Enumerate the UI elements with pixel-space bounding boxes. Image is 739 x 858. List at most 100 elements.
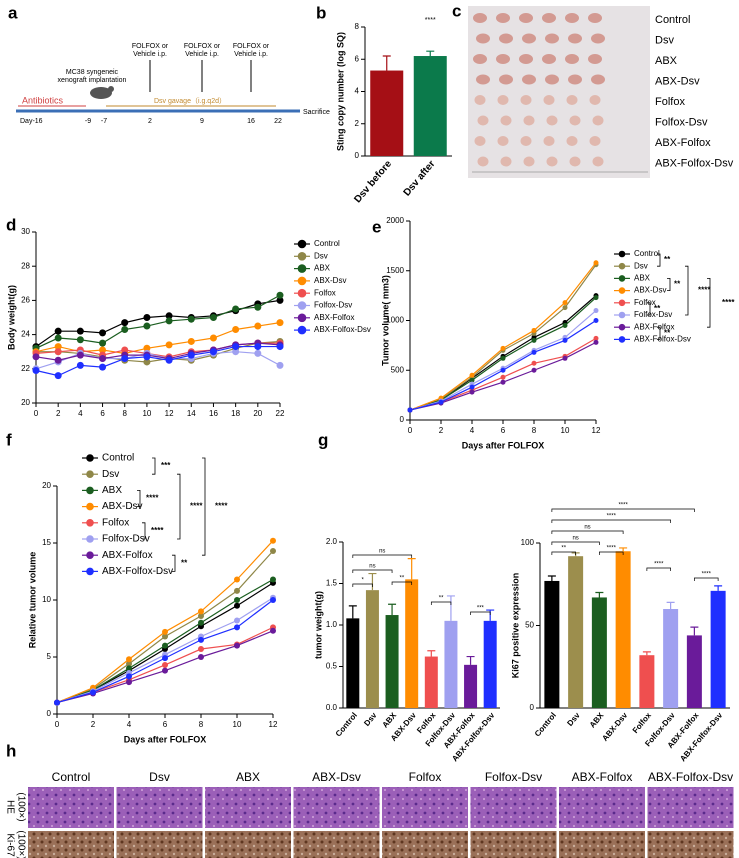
x-tick-label: Dsv	[362, 710, 379, 727]
legend-marker	[86, 454, 94, 462]
bracket	[647, 302, 651, 316]
photo-row-label: ABX-Folfox	[655, 137, 711, 149]
series-line	[35, 342, 281, 361]
x-tick-label: 10	[233, 720, 242, 729]
treatment-label: FOLFOX or	[233, 43, 270, 50]
bracket	[152, 457, 156, 475]
marker	[99, 346, 107, 354]
day-label: 9	[200, 118, 204, 125]
error-bar	[407, 558, 416, 580]
ki67-image	[205, 831, 291, 858]
marker	[165, 312, 173, 320]
marker	[54, 699, 60, 706]
bar	[663, 609, 679, 708]
bracket	[202, 457, 206, 556]
marker	[500, 355, 506, 361]
tumor	[592, 115, 604, 126]
significance: **	[561, 546, 566, 552]
y-axis-label: Tumor volume( mm3)	[380, 275, 390, 366]
bracket	[137, 490, 141, 507]
marker	[234, 597, 240, 603]
error-bar	[382, 55, 391, 71]
legend-label: Folfox	[102, 517, 129, 528]
bracket	[551, 519, 671, 523]
marker	[531, 337, 537, 343]
marker	[234, 587, 240, 594]
series-line	[36, 340, 281, 363]
bracket	[430, 601, 452, 605]
bar	[385, 615, 399, 708]
marker	[254, 343, 262, 351]
he-image	[382, 787, 468, 828]
series-line	[409, 319, 597, 411]
significance: ****	[215, 502, 228, 511]
marker	[187, 315, 195, 323]
x-tick-label: 8	[532, 426, 537, 435]
y-tick-label: 8	[355, 22, 360, 31]
marker	[270, 537, 276, 544]
significance: ****	[425, 17, 436, 24]
marker	[254, 322, 262, 330]
legend-label: ABX	[634, 274, 651, 283]
tumor	[500, 115, 512, 126]
x-tick-label: 2	[56, 409, 61, 418]
marker	[165, 341, 173, 349]
legend-label: Dsv	[314, 251, 328, 260]
error-bar	[427, 650, 436, 657]
marker	[500, 345, 506, 351]
significance: ns	[572, 536, 578, 542]
series-line	[409, 262, 597, 411]
panel-label: g	[318, 430, 328, 449]
column-label: ABX-Folfox-Dsv	[648, 770, 733, 784]
y-axis-label: Sting copy number (log SQ)	[335, 32, 345, 151]
x-tick-label: 0	[408, 426, 413, 435]
bracket	[172, 554, 176, 572]
marker	[99, 339, 107, 347]
marker	[54, 334, 62, 342]
marker	[54, 327, 62, 335]
panel-label: b	[316, 3, 326, 22]
photo-row-label: ABX	[655, 55, 678, 67]
x-tick-label: 2	[439, 426, 444, 435]
ki67-image	[116, 831, 203, 858]
marker	[162, 661, 168, 668]
y-tick-label: 0.0	[326, 703, 338, 712]
series-line	[35, 342, 280, 358]
marker	[593, 318, 599, 323]
y-tick-label: 0	[400, 415, 405, 424]
x-tick-label: 10	[142, 409, 151, 418]
marker	[54, 356, 62, 364]
y-tick-label: 2.0	[326, 537, 338, 546]
marker	[531, 349, 537, 355]
legend-marker	[297, 288, 307, 298]
tumor	[566, 95, 578, 105]
x-tick-label: 22	[276, 409, 285, 418]
column-label: Folfox-Dsv	[485, 770, 542, 784]
marker	[54, 372, 62, 380]
he-image	[293, 787, 380, 828]
legend-label: Dsv	[634, 261, 648, 270]
bracket	[551, 508, 695, 512]
marker	[270, 547, 276, 554]
ki67-image	[647, 831, 734, 858]
bar	[424, 656, 438, 708]
tumor	[542, 54, 556, 64]
marker	[76, 361, 84, 369]
bracket	[551, 551, 576, 555]
ki67-image	[293, 831, 380, 858]
x-tick-label: 6	[100, 409, 105, 418]
marker	[209, 334, 217, 342]
significance: **	[400, 576, 405, 582]
implant-label: xenograft implantation	[58, 77, 127, 84]
tumor	[496, 54, 510, 64]
marker	[126, 660, 132, 667]
error-bar	[666, 601, 675, 609]
marker	[99, 363, 107, 371]
y-tick-label: 20	[21, 398, 30, 407]
legend-label: ABX	[314, 264, 331, 273]
tumor	[474, 95, 486, 105]
legend-marker	[86, 486, 94, 495]
x-tick-label: ABX-Dsv	[600, 710, 629, 742]
day-label: 16	[247, 118, 255, 125]
tumor	[520, 95, 532, 105]
